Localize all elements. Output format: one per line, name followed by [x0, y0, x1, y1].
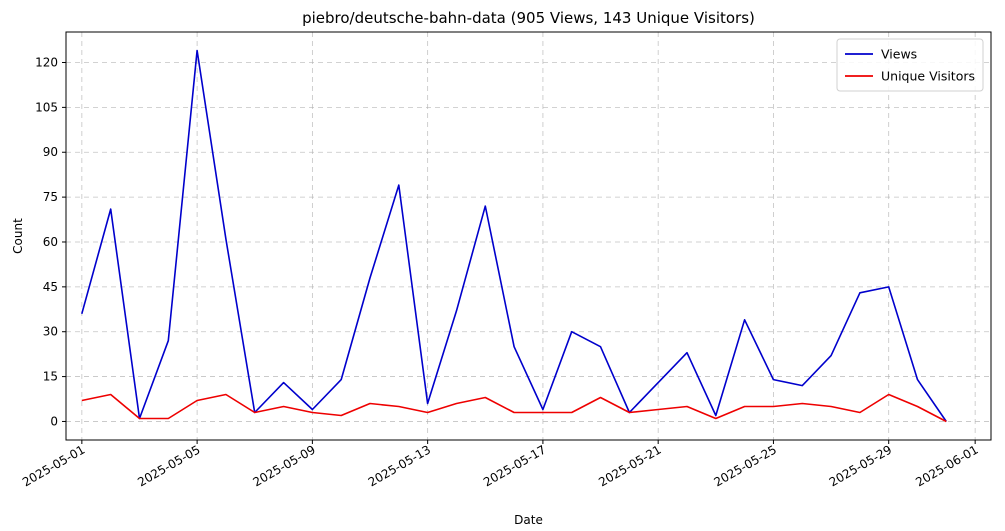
plot-frame: [65, 31, 992, 441]
x-tick-label: 2025-06-01: [913, 442, 980, 489]
chart-title: piebro/deutsche-bahn-data (905 Views, 14…: [302, 9, 755, 27]
x-tick-label: 2025-05-29: [827, 442, 894, 489]
y-tick-label: 120: [35, 56, 58, 70]
x-axis: 2025-05-01 2025-05-05 2025-05-09 2025-05-13…: [20, 440, 981, 489]
legend-box: [836, 38, 984, 92]
x-tick-label: 2025-05-09: [250, 442, 317, 489]
y-axis-label: Count: [11, 218, 25, 254]
y-tick-label: 30: [43, 325, 58, 339]
y-tick-label: 15: [43, 370, 58, 384]
x-axis-label: Date: [514, 513, 543, 527]
legend: Views Unique Visitors: [836, 38, 984, 92]
y-tick-label: 105: [35, 100, 58, 114]
legend-entry: Unique Visitors: [881, 69, 975, 84]
y-tick-label: 60: [43, 235, 58, 249]
y-tick-label: 90: [43, 145, 58, 159]
legend-entry: Views: [881, 47, 917, 62]
y-tick-label: 75: [43, 190, 58, 204]
y-tick-label: 0: [50, 414, 58, 428]
x-tick-label: 2025-05-21: [596, 442, 663, 489]
x-tick-label: 2025-05-25: [712, 442, 779, 489]
y-axis: 0 15 30 45 60 75 90 105 120: [35, 56, 66, 428]
x-tick-label: 2025-05-05: [135, 442, 202, 489]
x-tick-label: 2025-05-17: [481, 442, 548, 489]
x-tick-label: 2025-05-01: [20, 442, 87, 489]
series-line-views: [81, 49, 947, 422]
series-line-unique-visitors: [81, 393, 947, 423]
series-lines: [81, 49, 947, 423]
x-tick-label: 2025-05-13: [366, 442, 433, 489]
y-tick-label: 45: [43, 280, 58, 294]
